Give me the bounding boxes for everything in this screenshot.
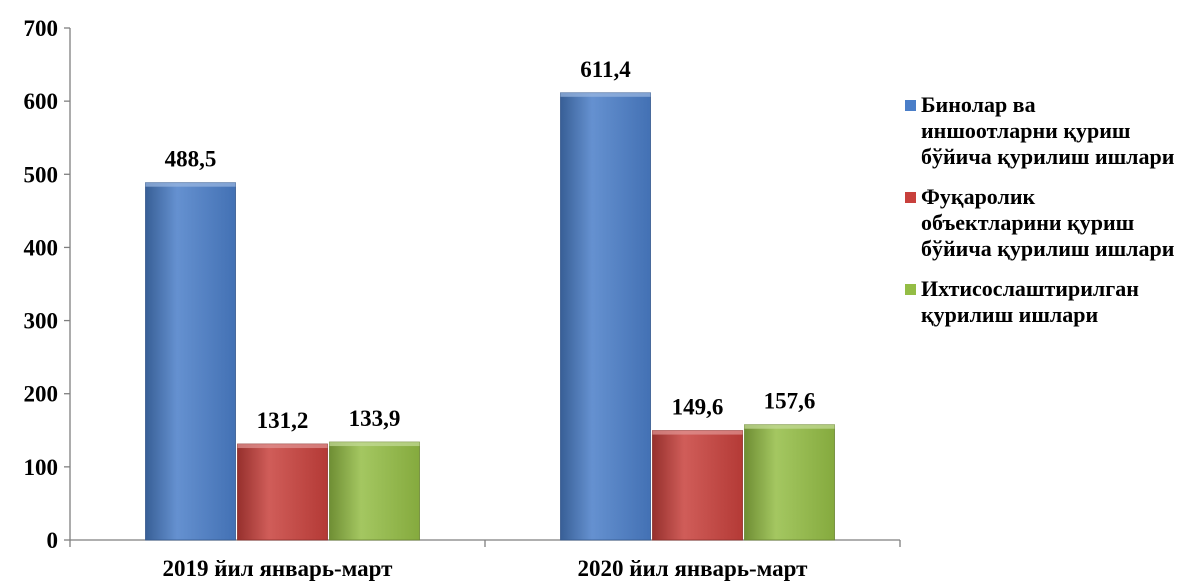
legend-item-specialized: Ихтисослаштирилган қурилиш ишлари — [905, 276, 1175, 328]
legend-item-civil: Фуқаролик объектларини қуриш бўйича қури… — [905, 184, 1175, 262]
y-tick-label: 0 — [47, 528, 59, 553]
bar — [329, 441, 420, 541]
legend-swatch-civil — [905, 192, 916, 203]
y-tick-label: 400 — [24, 235, 59, 260]
y-tick-label: 700 — [24, 16, 59, 41]
data-label: 611,4 — [580, 57, 631, 82]
data-label: 488,5 — [165, 147, 217, 172]
legend: Бинолар ва иншоотларни қуриш бўйича қури… — [905, 92, 1175, 342]
bar-highlight — [744, 424, 835, 429]
bar — [237, 443, 328, 541]
bar — [652, 430, 743, 541]
data-label: 133,9 — [349, 406, 401, 431]
y-tick-label: 100 — [24, 455, 59, 480]
bars — [145, 92, 835, 541]
bar-highlight — [237, 444, 328, 449]
axes: 0 100 200 300 400 500 600 700 2019 йил январь-ма… — [24, 16, 901, 581]
bar-highlight — [560, 92, 651, 97]
legend-label-specialized: Ихтисослаштирилган қурилиш ишлари — [921, 276, 1139, 327]
legend-label-buildings: Бинолар ва иншоотларни қуриш бўйича қури… — [921, 92, 1175, 169]
x-tick-label: 2020 йил январь-март — [578, 556, 809, 581]
y-tick-label: 300 — [24, 309, 59, 334]
data-label: 157,6 — [764, 389, 816, 414]
y-tick-label: 600 — [24, 89, 59, 114]
y-tick-label: 500 — [24, 162, 59, 187]
data-label: 149,6 — [672, 395, 724, 420]
x-tick-label: 2019 йил январь-март — [163, 556, 394, 581]
legend-swatch-buildings — [905, 100, 916, 111]
data-labels: 488,5 131,2 133,9 611,4 149,6 157,6 — [165, 57, 816, 433]
bar-highlight — [329, 442, 420, 447]
bar-highlight — [145, 182, 236, 187]
y-tick-label: 200 — [24, 382, 59, 407]
legend-item-buildings: Бинолар ва иншоотларни қуриш бўйича қури… — [905, 92, 1175, 170]
legend-swatch-specialized — [905, 284, 916, 295]
data-label: 131,2 — [257, 408, 309, 433]
bar — [560, 92, 651, 541]
bar — [744, 424, 835, 541]
bar-highlight — [652, 430, 743, 435]
bar — [145, 182, 236, 541]
legend-label-civil: Фуқаролик объектларини қуриш бўйича қури… — [921, 184, 1175, 261]
